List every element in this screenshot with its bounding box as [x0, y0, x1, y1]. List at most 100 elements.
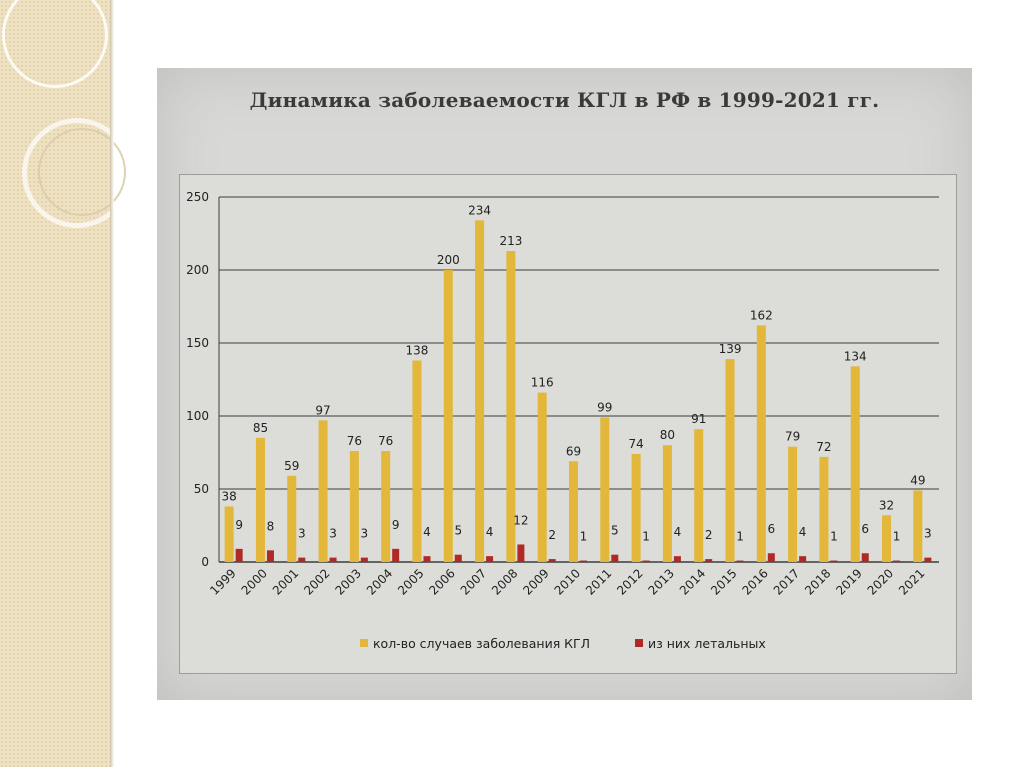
data-label-lethal: 3: [361, 527, 369, 541]
bar-cases: [255, 437, 265, 562]
bar-lethal: [580, 560, 587, 562]
bar-cases: [631, 453, 641, 562]
data-label-cases: 49: [910, 473, 925, 487]
bar-cases: [819, 456, 829, 562]
x-tick-label: 2017: [771, 566, 802, 597]
data-label-cases: 72: [816, 440, 831, 454]
data-label-cases: 38: [222, 490, 237, 504]
x-tick-label: 2009: [520, 566, 551, 597]
bar-cases: [694, 429, 704, 562]
bar-lethal: [548, 559, 556, 562]
y-tick-label: 250: [186, 190, 209, 204]
data-label-lethal: 9: [392, 518, 400, 532]
bar-lethal: [893, 560, 901, 562]
bar-lethal: [454, 554, 462, 562]
bar-lethal: [611, 554, 619, 562]
data-label-lethal: 2: [705, 528, 713, 542]
data-label-cases: 200: [437, 253, 460, 267]
data-label-cases: 116: [531, 376, 554, 390]
x-tick-label: 2015: [708, 566, 739, 597]
bar-cases: [537, 392, 547, 562]
x-tick-label: 2014: [677, 566, 708, 597]
data-label-lethal: 12: [513, 513, 528, 527]
bar-cases: [287, 475, 297, 562]
bar-lethal: [673, 556, 681, 562]
data-label-lethal: 9: [235, 518, 243, 532]
data-label-lethal: 4: [799, 525, 807, 539]
data-label-lethal: 1: [642, 530, 650, 544]
data-label-lethal: 8: [267, 519, 275, 533]
bar-lethal: [705, 559, 713, 562]
bar-cases: [506, 251, 516, 562]
x-tick-label: 2021: [896, 566, 927, 597]
bar-cases: [412, 360, 422, 562]
bar-lethal: [360, 557, 368, 562]
bar-lethal: [266, 550, 274, 562]
x-tick-label: 2020: [865, 566, 896, 597]
data-label-lethal: 2: [548, 528, 556, 542]
bar-lethal: [799, 556, 807, 562]
data-label-cases: 69: [566, 444, 581, 458]
legend-swatch-cases: [360, 639, 368, 647]
decorative-side-panel: [0, 0, 132, 767]
data-label-lethal: 1: [580, 530, 588, 544]
x-tick-label: 2003: [332, 566, 363, 597]
legend-label-cases: кол-во случаев заболевания КГЛ: [373, 636, 590, 651]
data-label-lethal: 4: [486, 525, 494, 539]
x-tick-label: 2010: [552, 566, 583, 597]
data-label-cases: 91: [691, 412, 706, 426]
data-label-lethal: 4: [674, 525, 682, 539]
y-tick-label: 200: [186, 263, 209, 277]
x-tick-label: 2001: [270, 566, 301, 597]
data-label-cases: 234: [468, 203, 491, 217]
data-label-lethal: 3: [924, 527, 932, 541]
data-label-cases: 162: [750, 308, 773, 322]
decorative-ring: [38, 128, 126, 216]
x-tick-label: 2002: [301, 566, 332, 597]
data-label-lethal: 1: [893, 530, 901, 544]
data-label-lethal: 1: [830, 530, 838, 544]
bar-cases: [569, 461, 578, 562]
x-tick-label: 2013: [646, 566, 677, 597]
x-tick-label: 2019: [833, 566, 864, 597]
data-label-lethal: 1: [736, 530, 744, 544]
chart-frame: [179, 174, 957, 674]
bar-cases: [381, 451, 391, 562]
data-label-cases: 32: [879, 498, 894, 512]
x-tick-label: 2016: [739, 566, 770, 597]
data-label-lethal: 3: [329, 527, 337, 541]
data-label-cases: 59: [284, 459, 299, 473]
y-tick-label: 0: [201, 555, 209, 569]
bar-cases: [882, 515, 892, 562]
side-panel-edge: [110, 0, 114, 767]
data-label-cases: 79: [785, 430, 800, 444]
bar-lethal: [423, 556, 431, 562]
x-tick-label: 2004: [364, 566, 395, 597]
bar-lethal: [736, 560, 744, 562]
data-label-cases: 74: [628, 437, 643, 451]
bar-cases: [600, 417, 610, 562]
bar-cases: [662, 445, 672, 562]
bar-cases: [318, 420, 328, 562]
data-label-lethal: 5: [454, 524, 462, 538]
data-label-lethal: 5: [611, 524, 619, 538]
data-label-cases: 134: [844, 349, 867, 363]
bar-lethal: [298, 557, 306, 562]
data-label-lethal: 4: [423, 525, 431, 539]
bar-lethal: [767, 553, 775, 562]
y-tick-label: 50: [194, 482, 209, 496]
chart-title: Динамика заболеваемости КГЛ в РФ в 1999-…: [249, 88, 880, 112]
bar-cases: [475, 220, 485, 563]
x-tick-label: 2018: [802, 566, 833, 597]
bar-cases: [349, 451, 359, 562]
data-label-cases: 213: [499, 234, 522, 248]
bar-cases: [850, 366, 860, 562]
data-label-lethal: 6: [768, 522, 776, 536]
decorative-ring: [2, 0, 108, 88]
bar-lethal: [861, 553, 869, 562]
bar-cases: [756, 325, 766, 562]
y-tick-label: 100: [186, 409, 209, 423]
x-tick-label: 2007: [458, 566, 489, 597]
x-tick-label: 2000: [239, 566, 270, 597]
data-label-cases: 76: [378, 434, 393, 448]
